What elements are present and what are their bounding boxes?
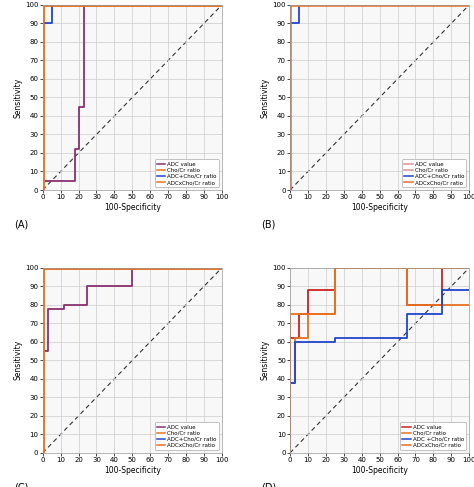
X-axis label: 100-Specificity: 100-Specificity	[351, 466, 408, 475]
Y-axis label: Sensitivity: Sensitivity	[13, 340, 22, 380]
Legend: ADC value, Cho/Cr ratio, ADC +Cho/Cr ratio, ADCxCho/Cr ratio: ADC value, Cho/Cr ratio, ADC +Cho/Cr rat…	[400, 422, 466, 450]
Legend: ADC value, Cho/Cr ratio, ADC+Cho/Cr ratio, ADCxCho/Cr ratio: ADC value, Cho/Cr ratio, ADC+Cho/Cr rati…	[402, 159, 466, 187]
Legend: ADC value, Cho/Cr ratio, ADC+Cho/Cr ratio, ADCxCho/Cr ratio: ADC value, Cho/Cr ratio, ADC+Cho/Cr rati…	[155, 159, 219, 187]
Y-axis label: Sensitivity: Sensitivity	[13, 77, 22, 117]
Legend: ADC value, Cho/Cr ratio, ADC+Cho/Cr ratio, ADCxCho/Cr ratio: ADC value, Cho/Cr ratio, ADC+Cho/Cr rati…	[155, 422, 219, 450]
Y-axis label: Sensitivity: Sensitivity	[261, 77, 270, 117]
Text: (D): (D)	[261, 483, 277, 487]
X-axis label: 100-Specificity: 100-Specificity	[104, 203, 161, 212]
Text: (A): (A)	[14, 220, 28, 230]
X-axis label: 100-Specificity: 100-Specificity	[351, 203, 408, 212]
X-axis label: 100-Specificity: 100-Specificity	[104, 466, 161, 475]
Text: (B): (B)	[261, 220, 276, 230]
Text: (C): (C)	[14, 483, 28, 487]
Y-axis label: Sensitivity: Sensitivity	[261, 340, 270, 380]
